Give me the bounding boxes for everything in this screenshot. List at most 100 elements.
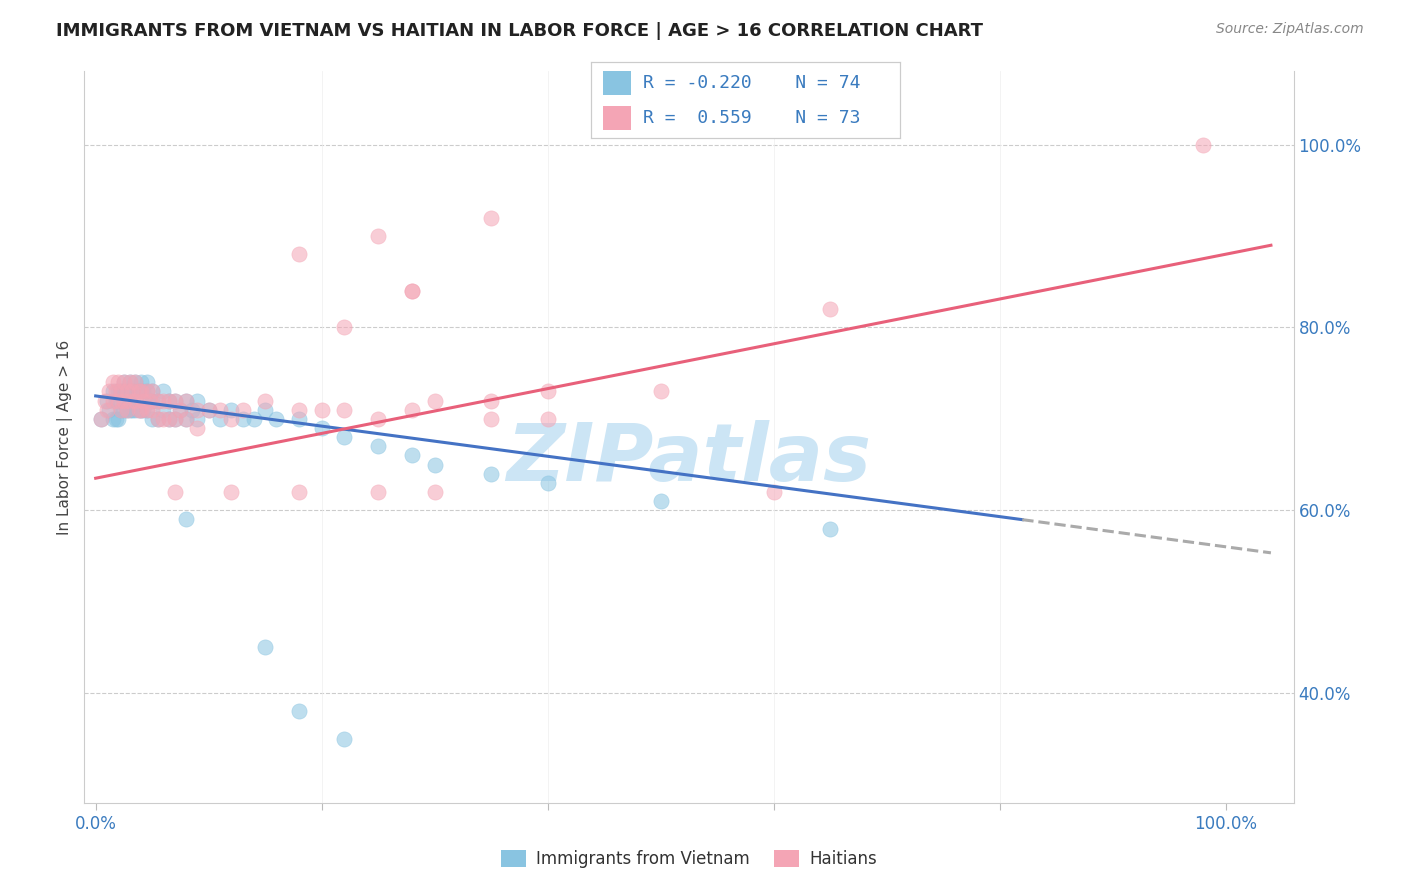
Point — [101, 393, 124, 408]
Point — [174, 393, 197, 408]
Point — [124, 376, 146, 390]
Point — [423, 485, 446, 500]
Point — [762, 485, 785, 500]
Point — [367, 412, 389, 426]
Point — [288, 402, 311, 417]
Point — [118, 402, 141, 417]
Point — [232, 412, 254, 426]
Point — [146, 412, 169, 426]
Point — [98, 384, 121, 399]
Point — [117, 384, 139, 399]
Point — [333, 402, 356, 417]
Point — [117, 384, 139, 399]
Point — [121, 402, 143, 417]
Point — [135, 402, 157, 417]
Point — [818, 301, 841, 317]
Point — [243, 412, 266, 426]
Point — [152, 402, 174, 417]
Point — [401, 448, 423, 462]
Point — [110, 402, 132, 417]
Point — [232, 402, 254, 417]
Point — [132, 393, 155, 408]
Point — [101, 376, 124, 390]
Point — [311, 421, 333, 435]
Point — [479, 393, 502, 408]
Point — [93, 393, 115, 408]
Point — [157, 393, 180, 408]
Point — [163, 485, 186, 500]
Point — [129, 402, 152, 417]
Point — [288, 485, 311, 500]
Point — [135, 384, 157, 399]
Point — [423, 393, 446, 408]
Point — [254, 640, 277, 655]
Point — [118, 393, 141, 408]
Point — [124, 393, 146, 408]
Point — [401, 402, 423, 417]
Point — [112, 376, 135, 390]
Point — [197, 402, 219, 417]
Legend: Immigrants from Vietnam, Haitians: Immigrants from Vietnam, Haitians — [494, 844, 884, 875]
Point — [135, 376, 157, 390]
Point — [180, 402, 202, 417]
Point — [129, 384, 152, 399]
Point — [186, 402, 208, 417]
Point — [107, 376, 129, 390]
Point — [107, 393, 129, 408]
Point — [537, 384, 560, 399]
Point — [254, 393, 277, 408]
Point — [110, 402, 132, 417]
Point — [110, 384, 132, 399]
Point — [105, 384, 128, 399]
Point — [174, 393, 197, 408]
Point — [124, 402, 146, 417]
Point — [157, 412, 180, 426]
Point — [152, 412, 174, 426]
Point — [141, 393, 163, 408]
Point — [479, 412, 502, 426]
Point — [141, 384, 163, 399]
Point — [139, 393, 162, 408]
Point — [208, 412, 231, 426]
Point — [132, 402, 155, 417]
Point — [288, 247, 311, 261]
Point — [146, 393, 169, 408]
Point — [118, 376, 141, 390]
Point — [105, 412, 128, 426]
Point — [186, 412, 208, 426]
FancyBboxPatch shape — [603, 105, 631, 130]
Point — [107, 412, 129, 426]
Point — [124, 376, 146, 390]
Point — [152, 384, 174, 399]
Point — [254, 402, 277, 417]
Point — [163, 393, 186, 408]
Point — [367, 439, 389, 453]
Point — [174, 412, 197, 426]
Point — [129, 376, 152, 390]
Point — [129, 384, 152, 399]
Point — [186, 421, 208, 435]
Point — [818, 521, 841, 535]
Point — [186, 393, 208, 408]
Point — [333, 430, 356, 444]
Point — [169, 402, 191, 417]
Point — [266, 412, 288, 426]
Point — [423, 458, 446, 472]
Point — [110, 384, 132, 399]
Point — [129, 402, 152, 417]
Point — [107, 393, 129, 408]
Point — [169, 402, 191, 417]
Text: IMMIGRANTS FROM VIETNAM VS HAITIAN IN LABOR FORCE | AGE > 16 CORRELATION CHART: IMMIGRANTS FROM VIETNAM VS HAITIAN IN LA… — [56, 22, 983, 40]
Point — [141, 402, 163, 417]
Point — [146, 393, 169, 408]
Point — [174, 412, 197, 426]
Point — [479, 467, 502, 481]
Point — [135, 402, 157, 417]
Point — [90, 412, 112, 426]
Point — [163, 393, 186, 408]
Point — [157, 393, 180, 408]
Point — [157, 412, 180, 426]
Point — [118, 376, 141, 390]
Point — [112, 402, 135, 417]
Point — [219, 402, 242, 417]
